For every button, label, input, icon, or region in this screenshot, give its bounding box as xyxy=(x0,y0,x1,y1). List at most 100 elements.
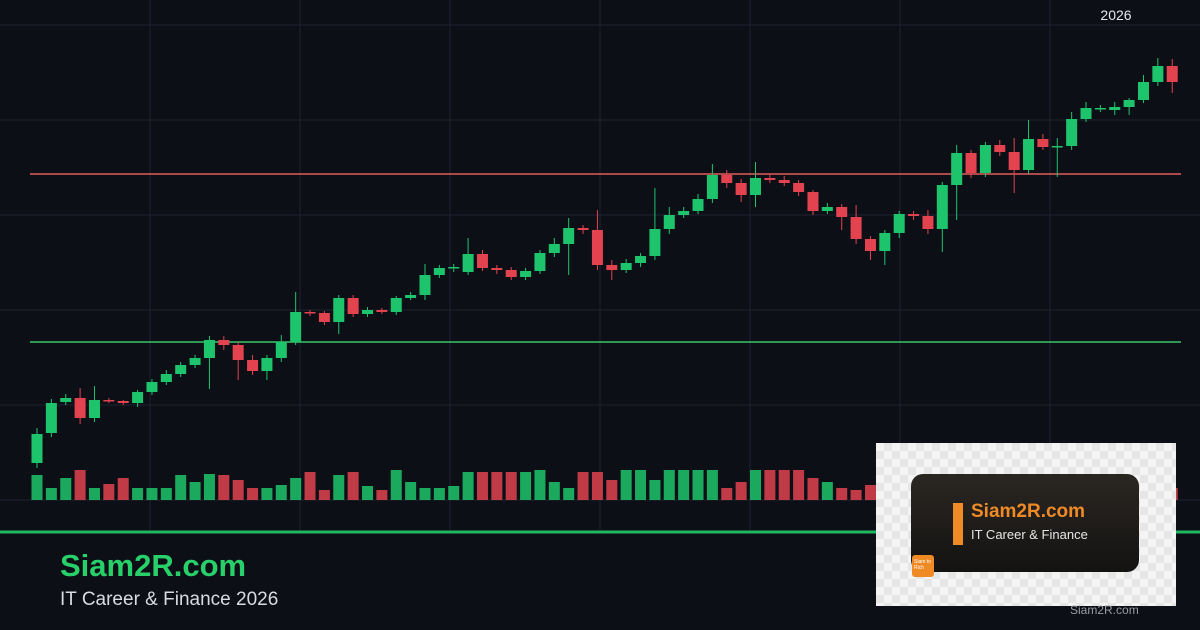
volume-bar xyxy=(548,482,560,500)
candle-body xyxy=(793,183,805,192)
candle-body xyxy=(1152,66,1164,82)
brand-title: Siam2R.com xyxy=(60,548,247,583)
candle-body xyxy=(951,153,963,185)
logo-bar xyxy=(953,503,963,545)
volume-bar xyxy=(132,488,144,500)
volume-bar xyxy=(606,480,618,500)
candle-body xyxy=(160,374,172,382)
volume-bar xyxy=(520,472,532,500)
volume-bar xyxy=(60,478,72,500)
candle-body xyxy=(649,229,661,256)
candle-body xyxy=(1023,139,1035,170)
candle-body xyxy=(232,345,244,360)
volume-bar xyxy=(175,475,187,500)
candle-body xyxy=(764,178,776,180)
volume-bar xyxy=(146,488,158,500)
candle-body xyxy=(448,267,460,269)
candle-body xyxy=(893,214,905,233)
candle-body xyxy=(1109,107,1121,110)
candle-body xyxy=(1094,108,1106,110)
candle-body xyxy=(103,400,115,402)
candle-body xyxy=(879,233,891,251)
volume-bar xyxy=(160,488,172,500)
candle-body xyxy=(735,183,747,195)
candle-body xyxy=(706,175,718,199)
candle-body xyxy=(620,263,632,270)
candle-body xyxy=(347,298,359,314)
volume-bar xyxy=(448,486,460,500)
candle-body xyxy=(922,216,934,229)
candle-body xyxy=(750,178,761,195)
candle-body xyxy=(1080,108,1092,119)
volume-bar xyxy=(821,482,833,500)
candle-body xyxy=(433,268,445,275)
candle-body xyxy=(807,192,819,211)
volume-bar xyxy=(635,470,647,500)
candle-body xyxy=(203,340,215,358)
candle-body xyxy=(117,401,129,403)
volume-bar xyxy=(88,488,100,500)
candle-body xyxy=(1066,119,1078,146)
candle-body xyxy=(476,254,488,268)
candle-body xyxy=(1051,146,1063,148)
volume-bar xyxy=(74,470,86,500)
candle-body xyxy=(1037,139,1049,147)
candle-body xyxy=(218,340,230,345)
candle-body xyxy=(261,358,273,371)
candle-body xyxy=(88,400,100,418)
volume-bar xyxy=(304,472,316,500)
candle-body xyxy=(362,310,374,314)
volume-bar xyxy=(232,480,244,500)
logo-badge: Siam to Rich xyxy=(912,555,934,577)
candle-body xyxy=(304,312,316,314)
logo-title: Siam2R.com xyxy=(971,501,1086,522)
volume-bar xyxy=(649,480,661,500)
volume-bar xyxy=(793,470,805,500)
volume-bar xyxy=(261,488,273,500)
candle-body xyxy=(864,239,876,251)
volume-bar xyxy=(405,482,417,500)
brand-subtitle: IT Career & Finance 2026 xyxy=(60,589,279,610)
candle-body xyxy=(60,398,72,402)
candle-body xyxy=(721,175,733,183)
candle-body xyxy=(462,254,474,272)
volume-bar xyxy=(778,470,790,500)
logo-card: Siam2R.com IT Career & Finance Siam to R… xyxy=(876,443,1176,606)
volume-bar xyxy=(333,475,345,500)
volume-bar xyxy=(45,488,57,500)
volume-bar xyxy=(117,478,129,500)
candle-body xyxy=(908,214,920,216)
candle-body xyxy=(1166,66,1178,82)
volume-bar xyxy=(103,484,115,500)
candle-body xyxy=(31,434,43,463)
volume-bar xyxy=(764,470,776,500)
candle-body xyxy=(548,244,560,253)
volume-bar xyxy=(390,470,402,500)
candle-body xyxy=(74,398,86,418)
candle-body xyxy=(850,217,862,239)
candle-body xyxy=(678,211,690,215)
candle-body xyxy=(505,270,517,277)
candle-body xyxy=(247,360,259,371)
volume-bar xyxy=(692,470,704,500)
candle-body xyxy=(45,403,57,433)
candle-body xyxy=(692,199,704,211)
volume-bar xyxy=(462,472,474,500)
candle-body xyxy=(577,228,589,230)
volume-bar xyxy=(678,470,690,500)
volume-bar xyxy=(376,490,388,500)
volume-bar xyxy=(735,482,747,500)
logo-inner: Siam2R.com IT Career & Finance xyxy=(911,474,1139,572)
volume-bar xyxy=(706,470,718,500)
logo-subtitle: IT Career & Finance xyxy=(971,527,1088,542)
volume-bar xyxy=(850,490,862,500)
volume-bar xyxy=(419,488,431,500)
candle-body xyxy=(936,185,948,229)
candle-body xyxy=(606,265,618,270)
candle-body xyxy=(376,310,388,312)
candle-body xyxy=(1123,100,1135,107)
volume-bar xyxy=(836,488,848,500)
candle-body xyxy=(520,271,532,277)
candle-body xyxy=(591,230,603,265)
